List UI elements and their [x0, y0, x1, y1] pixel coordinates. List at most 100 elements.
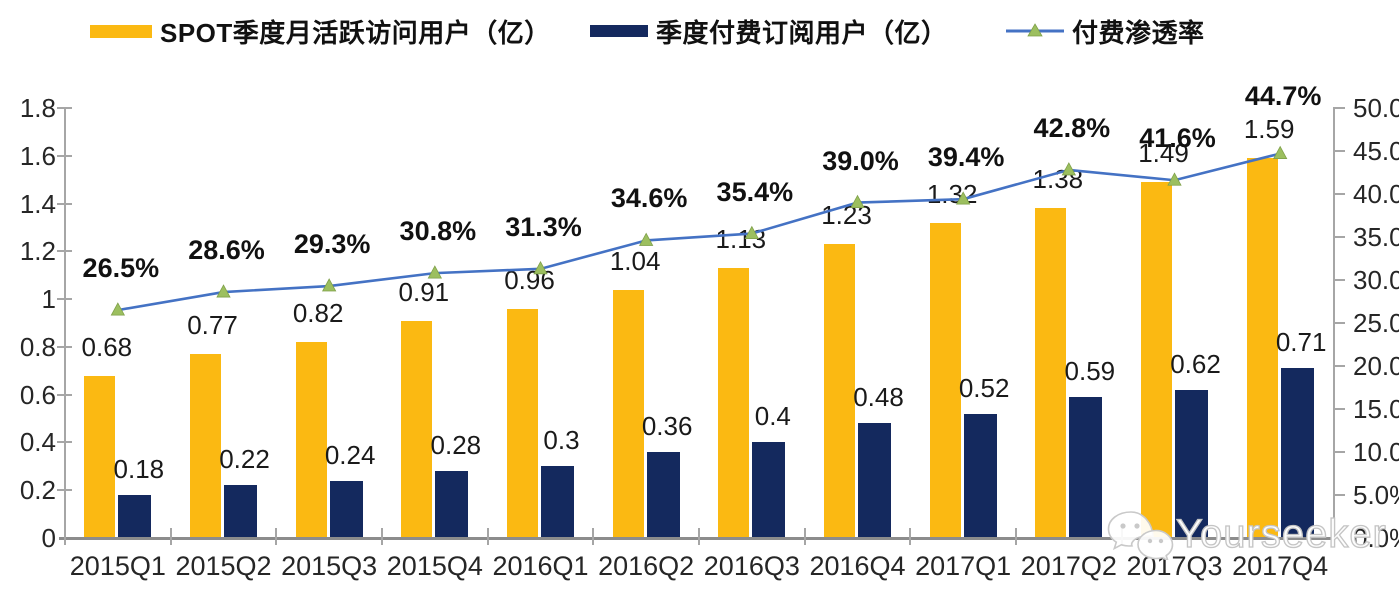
right-axis-tick	[1333, 365, 1345, 367]
mau-bar	[1246, 158, 1278, 537]
left-axis-tick-label: 1.4	[19, 188, 56, 219]
subs-bar-label: 0.28	[430, 430, 482, 461]
penetration-point-label: 29.3%	[293, 229, 371, 260]
penetration-point-label: 28.6%	[188, 235, 265, 266]
x-axis-label: 2016Q2	[598, 551, 695, 581]
right-axis-tick	[1333, 279, 1345, 281]
subs-bar	[752, 442, 786, 537]
right-axis-tick-label: 35.0%	[1353, 222, 1399, 252]
right-axis-tick-label: 45.0%	[1353, 136, 1399, 166]
penetration-point-label: 31.3%	[505, 211, 582, 242]
x-axis-label: 2016Q4	[809, 551, 906, 581]
penetration-marker-icon	[216, 284, 231, 298]
subs-bar	[1175, 389, 1208, 537]
mau-bar-label: 0.68	[81, 331, 133, 362]
right-axis-tick-label: 5.0%	[1353, 480, 1399, 510]
left-axis-tick	[57, 489, 72, 492]
penetration-point-label: 39.4%	[927, 142, 1005, 173]
x-axis-tick	[909, 528, 912, 545]
penetration-point-label: 42.8%	[1033, 112, 1111, 143]
mau-bar	[824, 244, 855, 537]
left-axis-tick	[57, 202, 72, 205]
penetration-marker-icon	[638, 232, 654, 246]
subs-bar-label: 0.3	[543, 425, 580, 456]
left-axis-tick-label: 1.2	[19, 236, 56, 267]
subs-bar-label: 0.62	[1170, 348, 1221, 379]
subs-bar	[329, 480, 363, 537]
x-axis-tick	[803, 528, 806, 545]
mau-bar-label: 1.13	[715, 224, 767, 255]
watermark: Yourseeker	[1104, 508, 1387, 560]
right-axis-tick-label: 0.0%	[1353, 523, 1399, 553]
mau-bar	[1035, 208, 1067, 537]
left-axis-tick-label: 0.8	[19, 331, 56, 362]
x-axis-label: 2017Q1	[915, 551, 1012, 581]
penetration-point-label: 41.6%	[1139, 123, 1216, 154]
subs-bar	[224, 485, 257, 537]
mau-bar	[612, 289, 644, 537]
x-axis-tick	[698, 528, 700, 545]
subs-bar-label: 0.4	[754, 401, 791, 432]
left-axis-tick-label: 0	[41, 523, 56, 553]
subs-bar-label: 0.71	[1275, 327, 1327, 358]
left-axis-tick-label: 0.4	[19, 427, 56, 458]
x-axis-label: 2015Q2	[175, 551, 272, 581]
x-axis-label: 2016Q3	[703, 551, 800, 581]
mau-bar	[84, 375, 116, 537]
right-axis-tick-label: 25.0%	[1353, 308, 1399, 338]
legend-item-penetration: 付费渗透率	[1006, 16, 1205, 48]
left-axis-tick	[57, 250, 72, 253]
x-axis-tick	[169, 528, 172, 545]
x-axis-label: 2015Q4	[386, 551, 483, 581]
penetration-point-label: 34.6%	[610, 183, 688, 214]
mau-bar	[295, 342, 327, 537]
subs-bar	[1069, 397, 1103, 537]
penetration-line	[117, 152, 1281, 312]
mau-legend-label: SPOT季度月活跃访问用户（亿）	[160, 17, 551, 48]
penetration-marker-icon	[1272, 145, 1288, 159]
subs-bar-label: 0.18	[113, 454, 165, 484]
mau-bar	[1141, 182, 1172, 537]
subs-bar	[646, 452, 680, 537]
left-axis-tick	[57, 345, 72, 348]
x-axis-tick	[381, 528, 383, 545]
left-axis-tick-label: 0.2	[19, 475, 56, 506]
right-axis-tick	[1333, 236, 1345, 238]
legend-item-mau: SPOT季度月活跃访问用户（亿）	[90, 16, 551, 48]
x-axis-label: 2017Q3	[1126, 551, 1223, 581]
x-axis-tick	[592, 528, 595, 545]
x-axis-label: 2017Q4	[1232, 551, 1329, 581]
right-axis-tick	[1333, 107, 1345, 109]
right-axis-tick	[1333, 451, 1345, 453]
mau-bar-label: 1.59	[1243, 114, 1295, 145]
right-axis-tick	[1333, 408, 1345, 410]
mau-bar-label: 0.77	[187, 310, 238, 341]
right-axis-tick	[1333, 322, 1345, 324]
subs-bar	[858, 423, 891, 537]
right-axis-tick-label: 30.0%	[1353, 265, 1399, 295]
x-axis-line	[59, 537, 1335, 540]
watermark-text: Yourseeker	[1175, 511, 1387, 556]
mau-bar-label: 1.38	[1032, 164, 1084, 195]
x-axis-label: 2017Q2	[1020, 551, 1117, 581]
left-axis-tick	[57, 107, 72, 109]
mau-bar	[507, 308, 538, 537]
mau-bar	[190, 354, 221, 537]
subs-bar	[118, 495, 152, 537]
penetration-point-label: 39.0%	[822, 145, 899, 176]
left-axis-line	[64, 108, 66, 538]
mau-bar	[401, 320, 433, 537]
mau-legend-swatch	[90, 24, 152, 38]
right-axis-tick	[1333, 494, 1345, 496]
left-axis-tick-label: 1.8	[19, 93, 56, 123]
left-axis-tick-label: 1.6	[19, 140, 56, 171]
subs-bar-label: 0.52	[958, 372, 1010, 403]
right-axis-tick-label: 10.0%	[1353, 437, 1399, 467]
mau-bar	[718, 268, 750, 537]
left-axis-tick	[57, 441, 72, 444]
left-axis-tick	[57, 298, 72, 301]
left-axis-tick-label: 1	[41, 284, 56, 315]
x-axis-tick	[1015, 528, 1017, 545]
right-axis-tick-label: 50.0%	[1353, 93, 1399, 123]
